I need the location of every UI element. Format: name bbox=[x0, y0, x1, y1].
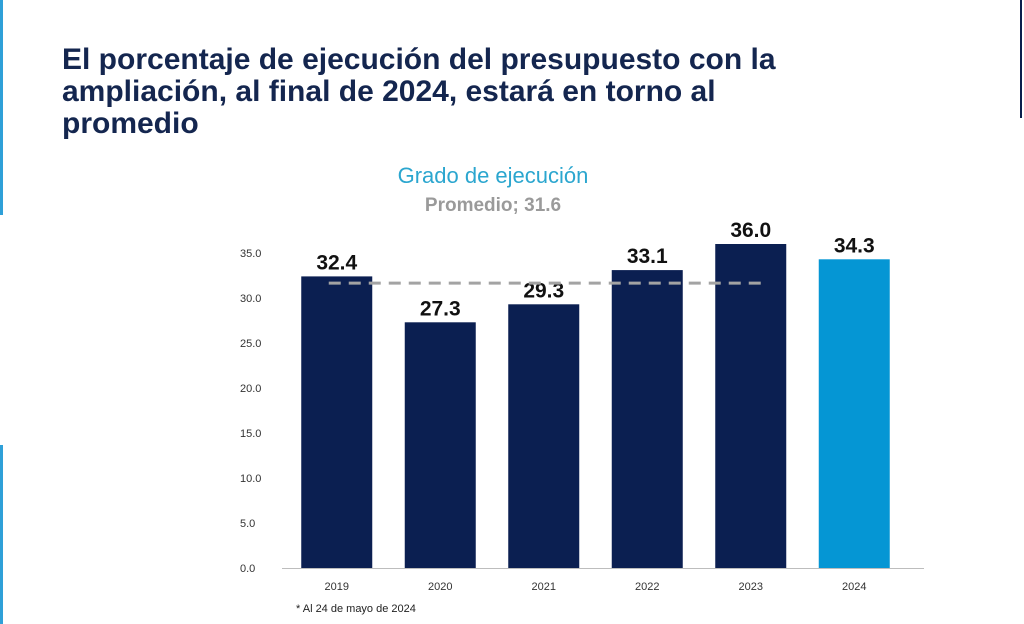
bar-2021 bbox=[508, 304, 580, 568]
bar-2019 bbox=[301, 276, 373, 568]
x-tick-label: 2023 bbox=[739, 581, 763, 593]
x-tick-label: 2020 bbox=[428, 581, 452, 593]
x-tick-label: 2021 bbox=[532, 581, 556, 593]
data-label-2021: 29.3 bbox=[523, 279, 564, 302]
left-accent-bar bbox=[0, 0, 3, 215]
chart-average-label: Promedio; 31.6 bbox=[424, 195, 562, 216]
y-tick-label: 0.0 bbox=[240, 563, 255, 575]
y-tick-label: 35.0 bbox=[240, 248, 261, 260]
y-tick-label: 30.0 bbox=[240, 293, 261, 305]
x-tick-label: 2024 bbox=[842, 581, 866, 593]
bar-2023 bbox=[715, 244, 787, 568]
chart-title: Grado de ejecución bbox=[397, 163, 589, 188]
y-tick-label: 10.0 bbox=[240, 473, 261, 485]
data-label-2023: 36.0 bbox=[730, 219, 771, 242]
right-accent-bar bbox=[1020, 0, 1022, 118]
x-tick-label: 2022 bbox=[635, 581, 659, 593]
y-tick-label: 5.0 bbox=[240, 518, 255, 530]
y-tick-label: 20.0 bbox=[240, 383, 261, 395]
y-tick-label: 25.0 bbox=[240, 338, 261, 350]
bar-2024 bbox=[818, 259, 890, 568]
data-label-2022: 33.1 bbox=[627, 245, 668, 268]
bar-2022 bbox=[611, 270, 683, 568]
data-label-2024: 34.3 bbox=[834, 234, 875, 257]
left-accent-bar-lower bbox=[0, 445, 3, 624]
x-tick-label: 2019 bbox=[325, 581, 349, 593]
data-label-2019: 32.4 bbox=[316, 251, 357, 274]
y-tick-label: 15.0 bbox=[240, 428, 261, 440]
bar-2020 bbox=[404, 322, 476, 568]
slide-title: El porcentaje de ejecución del presupues… bbox=[62, 43, 776, 140]
data-label-2020: 27.3 bbox=[420, 297, 461, 320]
footnote: * Al 24 de mayo de 2024 bbox=[296, 603, 416, 615]
